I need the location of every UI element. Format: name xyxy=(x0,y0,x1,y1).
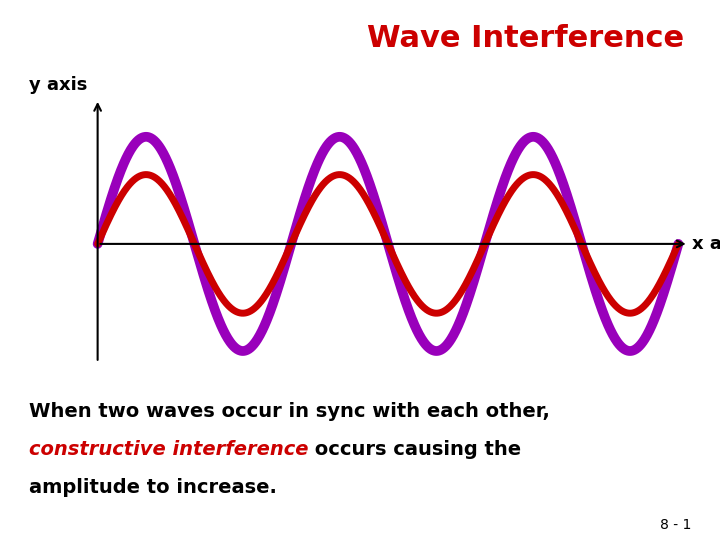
Text: y axis: y axis xyxy=(29,76,87,93)
Text: constructive interference: constructive interference xyxy=(29,440,308,459)
Text: 8 - 1: 8 - 1 xyxy=(660,518,691,532)
Text: x axis: x axis xyxy=(692,235,720,253)
Text: amplitude to increase.: amplitude to increase. xyxy=(29,478,276,497)
Text: Wave Interference: Wave Interference xyxy=(367,24,684,53)
Text: occurs causing the: occurs causing the xyxy=(308,440,521,459)
Text: When two waves occur in sync with each other,: When two waves occur in sync with each o… xyxy=(29,402,549,421)
